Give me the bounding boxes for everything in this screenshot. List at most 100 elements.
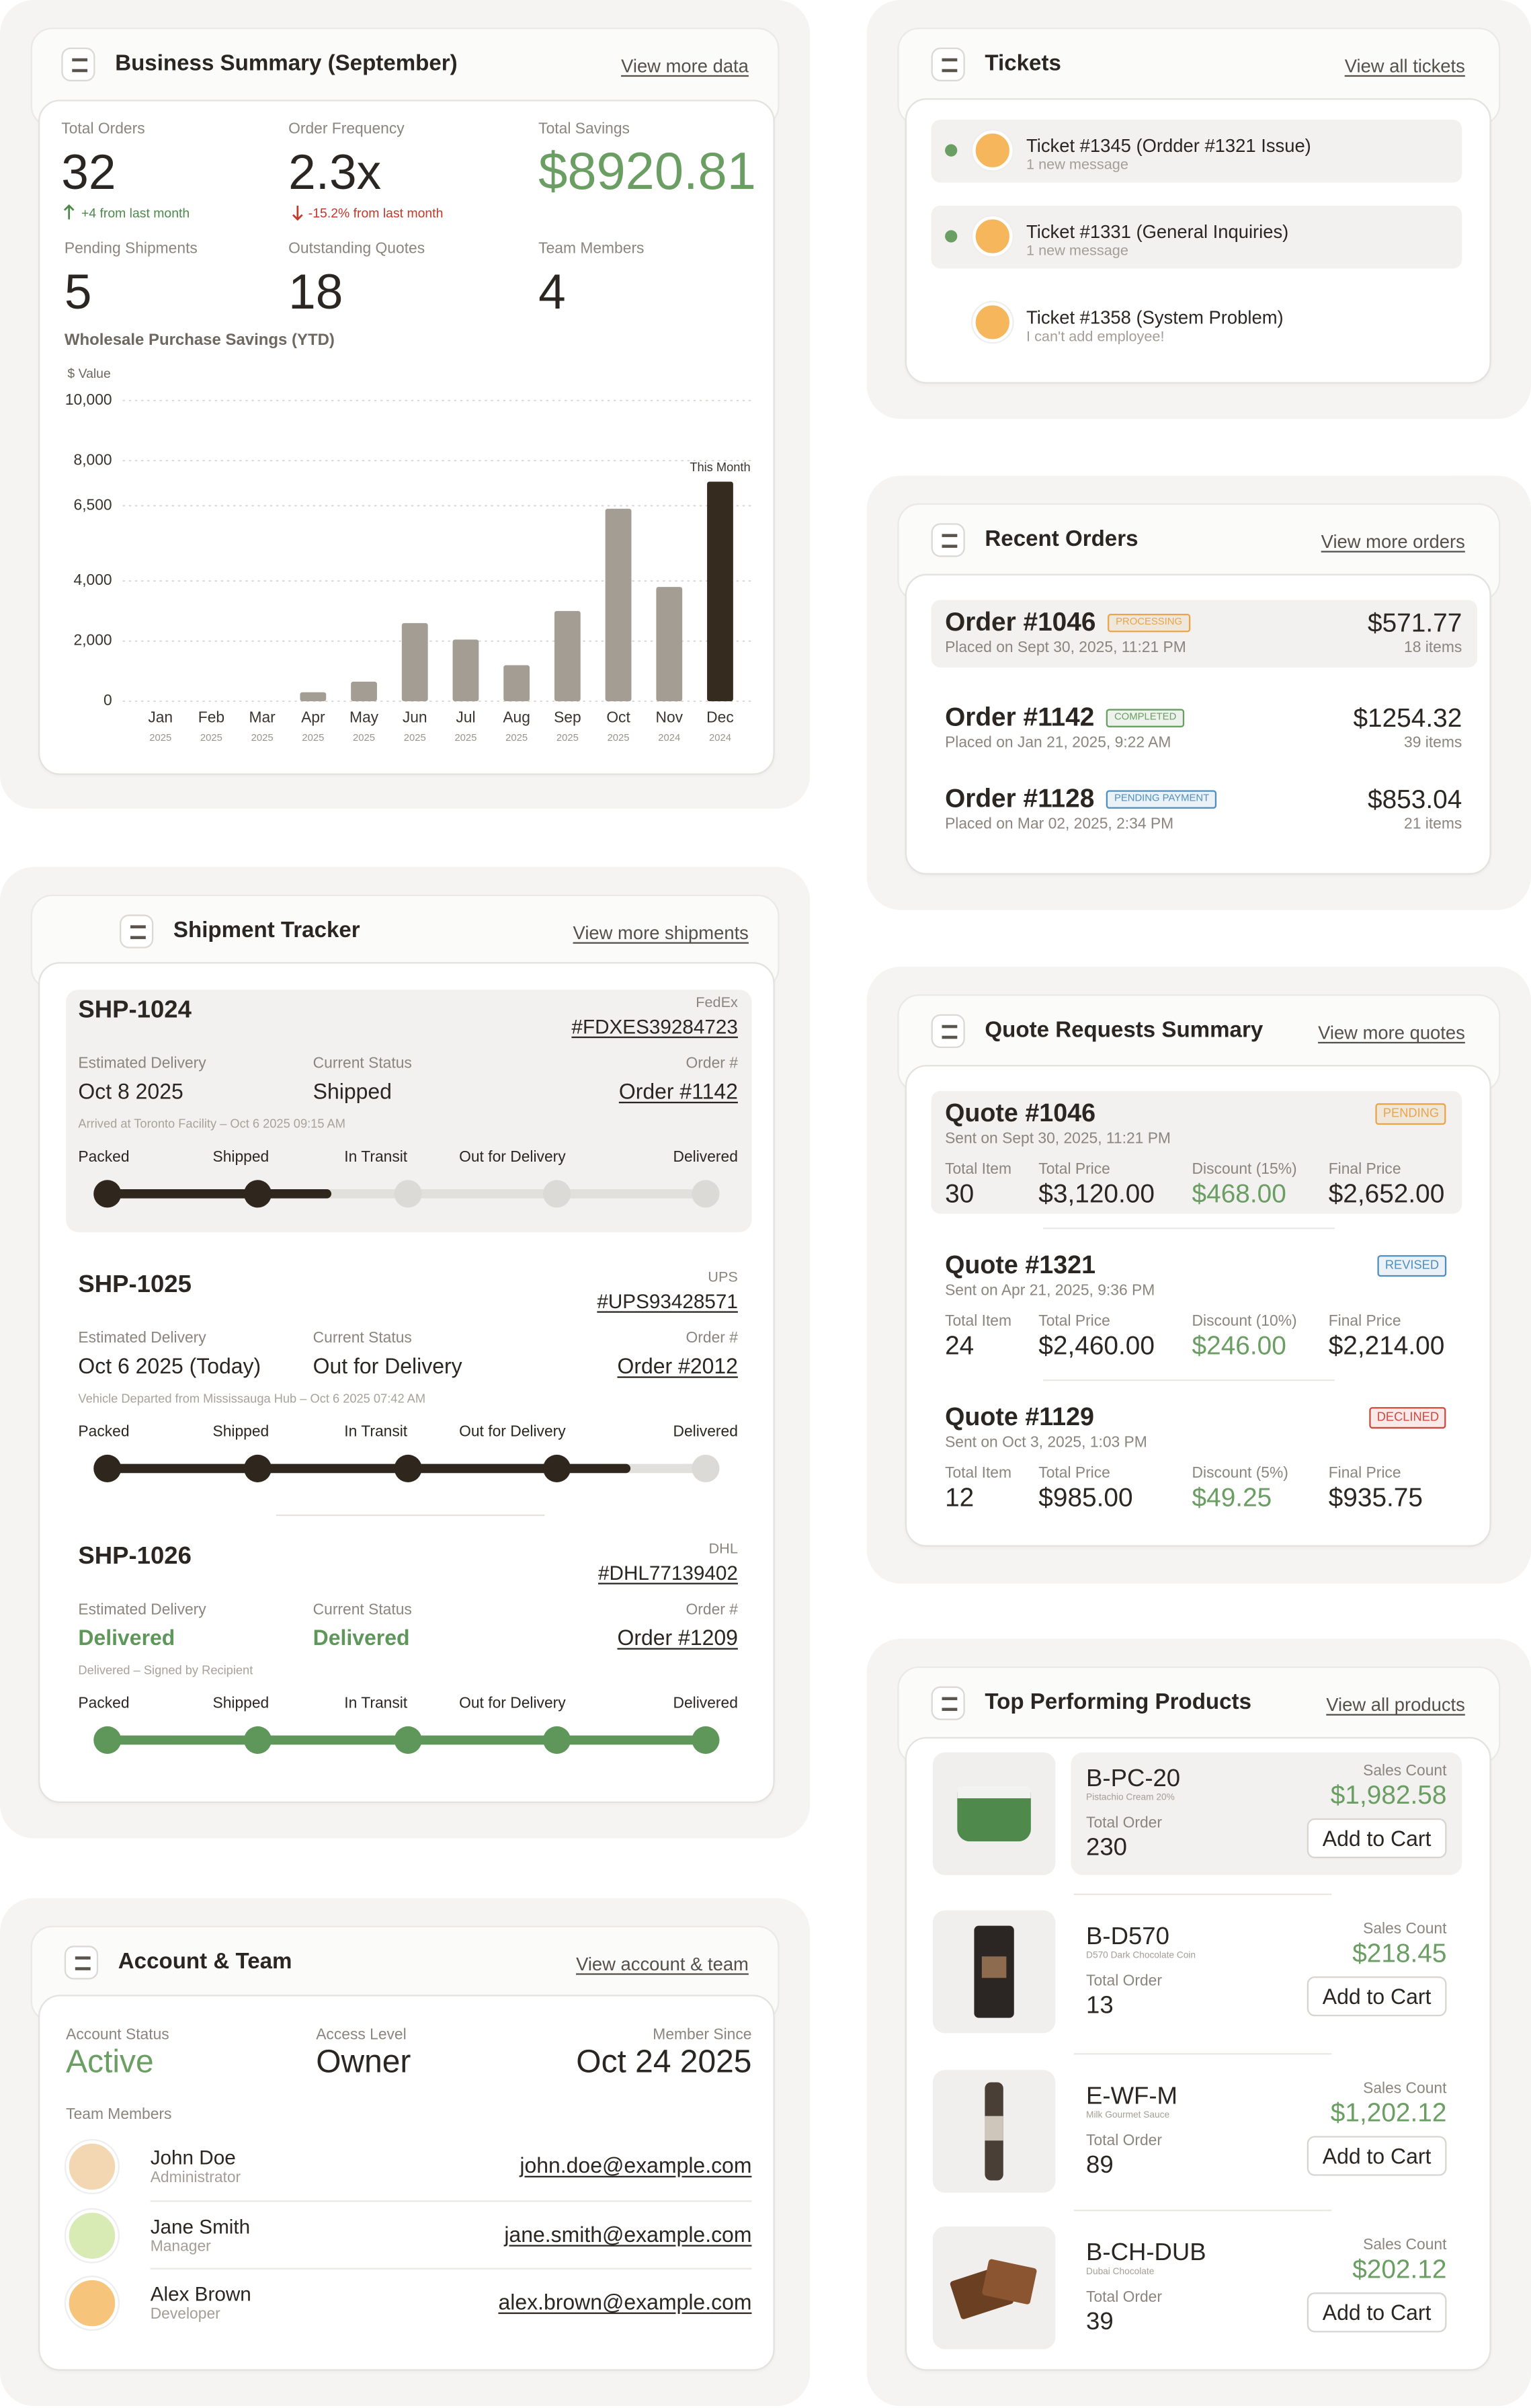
- x-tick-sublabel: 2025: [149, 733, 171, 744]
- member-email[interactable]: jane.smith@example.com: [504, 2222, 752, 2247]
- status-badge: PROCESSING: [1108, 613, 1190, 633]
- order-date: Placed on Mar 02, 2025, 2:34 PM: [945, 816, 1174, 834]
- field-value: Owner: [316, 2044, 411, 2081]
- delivery-date: Oct 6 2025 (Today): [78, 1353, 261, 1378]
- step-label: Delivered: [673, 1695, 738, 1713]
- x-tick-sublabel: 2025: [302, 733, 324, 744]
- product-image: [932, 1752, 1056, 1876]
- metric-label: Outstanding Quotes: [288, 241, 425, 258]
- divider: [150, 2267, 752, 2270]
- panel-link[interactable]: View account & team: [576, 1953, 749, 1975]
- shipment-id: SHP-1024: [78, 997, 192, 1024]
- metric-value: 2.3x: [288, 144, 382, 200]
- step-label: Packed: [78, 1149, 130, 1166]
- field-label: Final Price: [1328, 1465, 1401, 1482]
- quote-date: Sent on Sept 30, 2025, 11:21 PM: [945, 1131, 1171, 1148]
- ticket-message: 1 new message: [1026, 157, 1128, 174]
- step-dot: [543, 1726, 571, 1754]
- shipment-note: Delivered – Signed by Recipient: [78, 1663, 253, 1677]
- product-name: Milk Gourmet Sauce: [1086, 2111, 1170, 2121]
- quote-row: [931, 1090, 1462, 1214]
- x-tick-label: Apr: [301, 708, 325, 725]
- field-label: Member Since: [653, 2027, 752, 2044]
- avatar: [66, 2209, 118, 2262]
- total-orders: 230: [1086, 1835, 1128, 1861]
- x-tick-sublabel: 2025: [251, 733, 274, 744]
- tracking-number[interactable]: #UPS93428571: [597, 1289, 738, 1313]
- avatar: [973, 130, 1013, 171]
- product-sku: B-D570: [1086, 1924, 1169, 1951]
- order-row: [931, 600, 1478, 668]
- carrier: UPS: [708, 1269, 738, 1287]
- field-label: Total Item: [945, 1465, 1012, 1482]
- metric-value: $8920.81: [538, 143, 756, 202]
- header-icon: [931, 1014, 965, 1048]
- field-label: Order #: [686, 1330, 738, 1348]
- order-id: Order #1046: [945, 607, 1096, 637]
- divider: [1073, 2053, 1332, 2055]
- field-label: Final Price: [1328, 1161, 1401, 1179]
- order-total: $571.77: [1368, 608, 1462, 638]
- metric-value: 4: [538, 264, 566, 319]
- x-tick-sublabel: 2025: [608, 733, 630, 744]
- panel-link[interactable]: View more orders: [1321, 530, 1465, 553]
- status-badge: COMPLETED: [1106, 708, 1184, 728]
- add-to-cart[interactable]: Add to Cart: [1307, 2136, 1447, 2176]
- divider: [1043, 1228, 1335, 1230]
- ticket-title: Ticket #1345 (Ordder #1321 Issue): [1026, 134, 1311, 157]
- panel-link[interactable]: View more quotes: [1318, 1022, 1465, 1044]
- icon-glyph: [942, 1025, 958, 1039]
- add-to-cart[interactable]: Add to Cart: [1307, 1976, 1447, 2017]
- order-link[interactable]: Order #1142: [618, 1078, 738, 1104]
- order-link[interactable]: Order #2012: [617, 1353, 738, 1378]
- sales-count: $1,982.58: [1330, 1780, 1447, 1810]
- x-tick-label: Sep: [554, 708, 581, 725]
- field-value: $468.00: [1192, 1179, 1286, 1209]
- field-label: Total Price: [1038, 1313, 1110, 1330]
- step-label: Out for Delivery: [459, 1695, 566, 1713]
- order-link[interactable]: Order #1209: [617, 1625, 738, 1650]
- x-tick-sublabel: 2024: [658, 733, 680, 744]
- bar: [401, 623, 428, 702]
- member-email[interactable]: alex.brown@example.com: [498, 2289, 752, 2315]
- current-status: Out for Delivery: [313, 1353, 462, 1378]
- metric-change: +4 from last month: [81, 205, 190, 221]
- field-label: Account Status: [66, 2027, 169, 2044]
- section-label: Team Members: [66, 2106, 172, 2124]
- tracking-number[interactable]: #DHL77139402: [598, 1561, 738, 1584]
- quote-id: Quote #1321: [945, 1252, 1096, 1280]
- sales-count: $202.12: [1352, 2255, 1447, 2284]
- field-value: $2,214.00: [1328, 1331, 1445, 1361]
- panel-link[interactable]: View all products: [1326, 1693, 1465, 1716]
- field-value: 24: [945, 1331, 975, 1361]
- x-tick-label: Mar: [249, 708, 276, 725]
- annotation: This Month: [690, 460, 750, 474]
- order-items: 18 items: [1404, 639, 1462, 657]
- avatar: [66, 2277, 118, 2329]
- order-total: $853.04: [1368, 785, 1462, 814]
- field-value: Active: [66, 2044, 154, 2081]
- panel-link[interactable]: View more shipments: [573, 922, 749, 944]
- trend-arrow: [63, 204, 75, 220]
- add-to-cart[interactable]: Add to Cart: [1307, 2292, 1447, 2333]
- bar: [503, 665, 530, 702]
- step-label: Shipped: [212, 1149, 270, 1166]
- current-status: Delivered: [313, 1625, 410, 1650]
- add-to-cart[interactable]: Add to Cart: [1307, 1818, 1447, 1859]
- tracking-number[interactable]: #FDXES39284723: [571, 1014, 738, 1039]
- panel-link[interactable]: View more data: [621, 55, 749, 77]
- step-dot: [243, 1454, 272, 1482]
- field-label: Estimated Delivery: [78, 1330, 206, 1348]
- order-id: Order #1128: [945, 784, 1095, 813]
- step-dot: [394, 1454, 422, 1482]
- shipment-id: SHP-1025: [78, 1272, 192, 1299]
- order-id: Order #1142: [945, 703, 1095, 732]
- metric-change: -15.2% from last month: [308, 205, 444, 221]
- field-label: Current Status: [313, 1602, 412, 1619]
- step-dot: [692, 1180, 720, 1208]
- panel-link[interactable]: View all tickets: [1344, 55, 1465, 77]
- ticket-row: [931, 120, 1462, 183]
- member-email[interactable]: john.doe@example.com: [520, 2153, 752, 2177]
- x-tick-sublabel: 2024: [709, 733, 731, 744]
